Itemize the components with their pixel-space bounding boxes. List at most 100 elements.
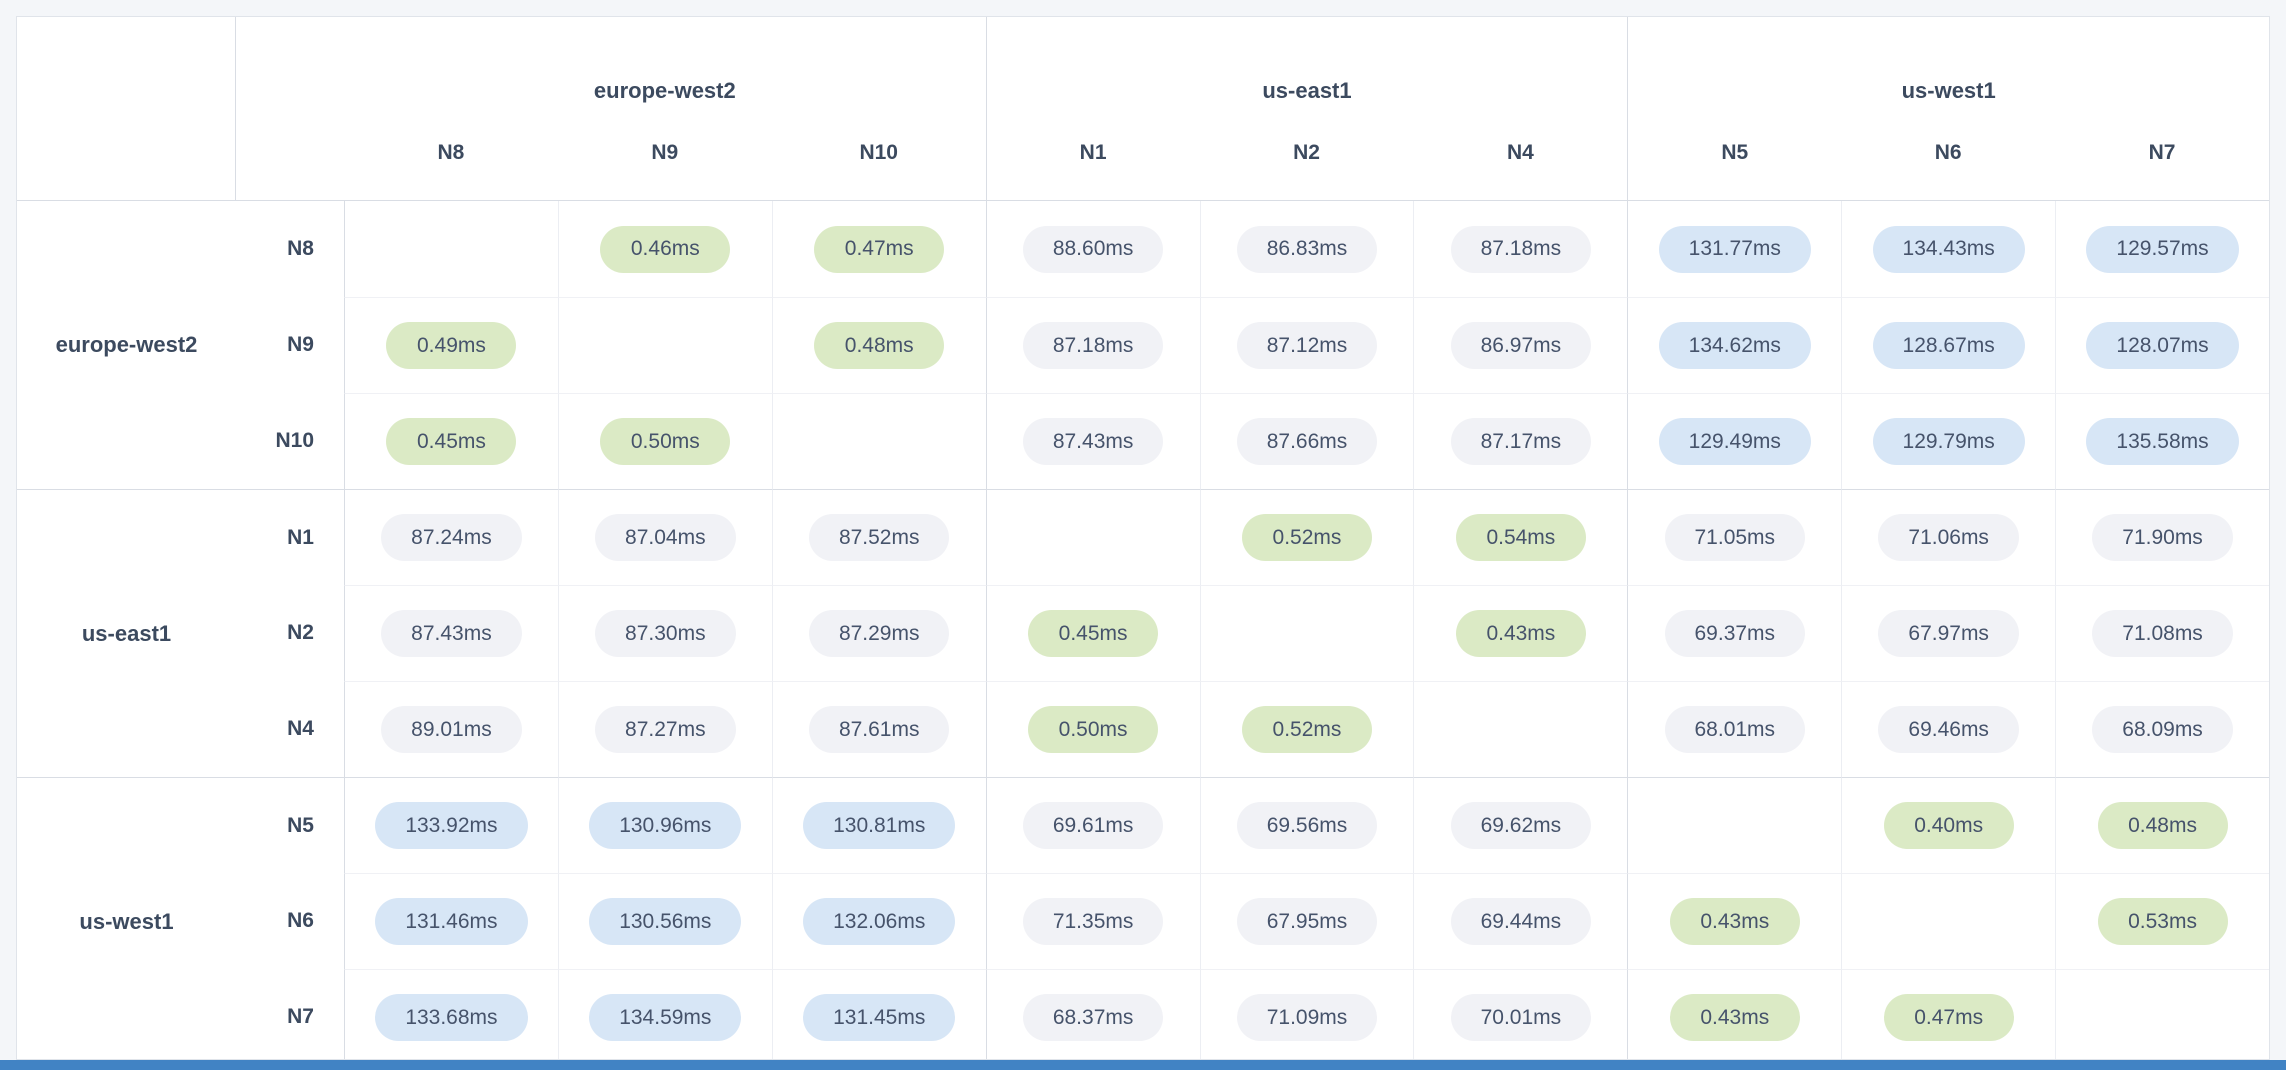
- latency-pill[interactable]: 71.08ms: [2092, 610, 2233, 657]
- latency-cell: 87.61ms: [771, 681, 986, 777]
- latency-pill[interactable]: 135.58ms: [2086, 418, 2239, 465]
- latency-pill[interactable]: 87.24ms: [381, 514, 522, 561]
- latency-pill[interactable]: 87.17ms: [1450, 418, 1592, 465]
- latency-cell: 87.52ms: [771, 489, 986, 585]
- latency-pill[interactable]: 0.46ms: [600, 225, 731, 273]
- latency-cell: 130.96ms: [557, 777, 772, 873]
- latency-pill[interactable]: 129.79ms: [1872, 418, 2025, 465]
- latency-pill[interactable]: 71.05ms: [1664, 514, 1806, 561]
- latency-pill[interactable]: 69.44ms: [1450, 898, 1592, 945]
- latency-pill[interactable]: 71.09ms: [1236, 994, 1378, 1041]
- matrix-corner-spacer: [236, 17, 344, 201]
- latency-pill[interactable]: 130.56ms: [589, 898, 742, 945]
- latency-pill[interactable]: 0.47ms: [1883, 994, 2014, 1041]
- latency-pill[interactable]: 69.56ms: [1236, 802, 1378, 849]
- latency-pill[interactable]: 87.66ms: [1236, 418, 1378, 465]
- latency-pill[interactable]: 130.96ms: [589, 802, 742, 849]
- latency-pill[interactable]: 87.12ms: [1236, 322, 1378, 369]
- latency-pill[interactable]: 129.57ms: [2086, 225, 2239, 273]
- latency-pill[interactable]: 0.54ms: [1455, 514, 1586, 561]
- latency-cell: 87.29ms: [771, 585, 986, 681]
- latency-pill[interactable]: 0.40ms: [1883, 802, 2014, 849]
- bottom-bar: [0, 1060, 2286, 1070]
- latency-pill[interactable]: 133.92ms: [375, 802, 528, 849]
- latency-cell: 87.27ms: [557, 681, 772, 777]
- latency-pill[interactable]: 133.68ms: [375, 994, 528, 1041]
- latency-pill[interactable]: 0.43ms: [1669, 994, 1800, 1041]
- latency-pill[interactable]: 87.29ms: [808, 610, 950, 657]
- latency-pill[interactable]: 130.81ms: [803, 802, 956, 849]
- latency-pill[interactable]: 87.43ms: [1022, 418, 1164, 465]
- latency-pill[interactable]: 87.04ms: [595, 514, 736, 561]
- latency-cell: 129.79ms: [1841, 393, 2056, 489]
- latency-pill[interactable]: 71.06ms: [1878, 514, 2019, 561]
- latency-pill[interactable]: 0.50ms: [600, 418, 731, 465]
- latency-pill[interactable]: 131.77ms: [1658, 225, 1811, 273]
- latency-pill[interactable]: 87.30ms: [595, 610, 736, 657]
- latency-pill[interactable]: 0.53ms: [2097, 898, 2228, 945]
- column-node-header: N5: [1627, 135, 1842, 201]
- latency-pill[interactable]: 71.90ms: [2092, 514, 2233, 561]
- latency-pill[interactable]: 69.62ms: [1450, 802, 1592, 849]
- latency-pill[interactable]: 128.67ms: [1872, 322, 2025, 369]
- latency-pill[interactable]: 68.09ms: [2092, 706, 2233, 753]
- latency-pill[interactable]: 87.61ms: [808, 706, 950, 753]
- latency-cell: 69.62ms: [1413, 777, 1628, 873]
- latency-cell: 0.45ms: [985, 585, 1200, 681]
- latency-pill[interactable]: 129.49ms: [1658, 418, 1811, 465]
- latency-cell: 87.66ms: [1199, 393, 1414, 489]
- latency-pill[interactable]: 0.47ms: [814, 225, 945, 273]
- latency-pill[interactable]: 0.43ms: [1455, 610, 1586, 657]
- latency-pill[interactable]: 0.52ms: [1241, 514, 1372, 561]
- latency-pill[interactable]: 134.43ms: [1872, 225, 2025, 273]
- latency-pill[interactable]: 67.95ms: [1236, 898, 1378, 945]
- latency-pill[interactable]: 0.43ms: [1669, 898, 1800, 945]
- latency-pill[interactable]: 87.18ms: [1450, 225, 1592, 273]
- latency-pill[interactable]: 0.52ms: [1241, 706, 1372, 753]
- latency-pill[interactable]: 87.27ms: [595, 706, 736, 753]
- column-node-header: N4: [1413, 135, 1628, 201]
- latency-cell: 0.48ms: [771, 297, 986, 393]
- latency-pill[interactable]: 134.59ms: [589, 994, 742, 1041]
- latency-cell: 129.49ms: [1627, 393, 1842, 489]
- latency-pill[interactable]: 87.52ms: [808, 514, 950, 561]
- latency-cell: 0.52ms: [1199, 681, 1414, 777]
- latency-pill[interactable]: 0.48ms: [814, 322, 945, 369]
- latency-cell: 71.35ms: [985, 873, 1200, 969]
- latency-pill[interactable]: 88.60ms: [1022, 225, 1164, 273]
- latency-pill[interactable]: 86.97ms: [1450, 322, 1592, 369]
- latency-cell: 0.50ms: [985, 681, 1200, 777]
- latency-pill[interactable]: 69.46ms: [1878, 706, 2019, 753]
- latency-pill[interactable]: 70.01ms: [1450, 994, 1592, 1041]
- latency-cell: 87.18ms: [985, 297, 1200, 393]
- latency-cell: 88.60ms: [985, 201, 1200, 297]
- row-node-header: N1: [236, 489, 344, 585]
- latency-pill[interactable]: 87.18ms: [1022, 322, 1164, 369]
- latency-cell-empty: [1627, 777, 1842, 873]
- latency-pill[interactable]: 131.45ms: [803, 994, 956, 1041]
- column-group-header: us-east1: [985, 17, 1628, 135]
- latency-pill[interactable]: 132.06ms: [803, 898, 956, 945]
- latency-pill[interactable]: 128.07ms: [2086, 322, 2239, 369]
- latency-cell: 132.06ms: [771, 873, 986, 969]
- latency-pill[interactable]: 0.45ms: [1028, 610, 1159, 657]
- latency-pill[interactable]: 0.45ms: [386, 418, 517, 465]
- latency-pill[interactable]: 67.97ms: [1878, 610, 2019, 657]
- latency-cell: 0.54ms: [1413, 489, 1628, 585]
- latency-pill[interactable]: 131.46ms: [375, 898, 528, 945]
- latency-pill[interactable]: 69.37ms: [1664, 610, 1806, 657]
- latency-pill[interactable]: 0.49ms: [386, 322, 517, 369]
- latency-pill[interactable]: 134.62ms: [1658, 322, 1811, 369]
- latency-cell: 71.05ms: [1627, 489, 1842, 585]
- latency-pill[interactable]: 87.43ms: [381, 610, 522, 657]
- latency-pill[interactable]: 89.01ms: [381, 706, 522, 753]
- latency-pill[interactable]: 71.35ms: [1022, 898, 1164, 945]
- latency-pill[interactable]: 86.83ms: [1236, 225, 1378, 273]
- latency-pill[interactable]: 0.48ms: [2097, 802, 2228, 849]
- latency-pill[interactable]: 0.50ms: [1028, 706, 1159, 753]
- latency-pill[interactable]: 69.61ms: [1022, 802, 1164, 849]
- latency-cell-empty: [2055, 969, 2269, 1059]
- column-node-header: N2: [1199, 135, 1414, 201]
- latency-pill[interactable]: 68.37ms: [1022, 994, 1164, 1041]
- latency-pill[interactable]: 68.01ms: [1664, 706, 1806, 753]
